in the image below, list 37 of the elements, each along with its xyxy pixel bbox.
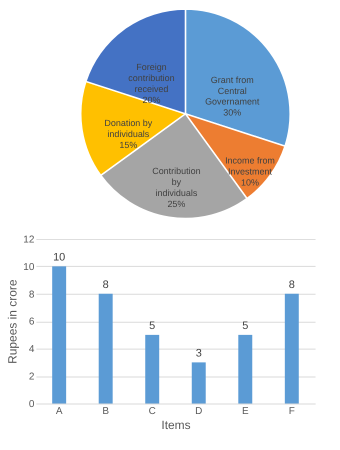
data-label: 10 [53, 251, 66, 264]
bar [52, 266, 66, 404]
data-label: 30% [223, 108, 242, 118]
y-tick-label: 6 [28, 316, 35, 328]
data-label: 5 [242, 320, 248, 332]
y-axis-title: Rupees in crore [5, 279, 20, 364]
data-label: 8 [102, 278, 109, 291]
bar [192, 362, 206, 404]
x-tick-label: E [242, 406, 249, 417]
y-tick-label: 2 [28, 372, 35, 383]
slice-label: Grant from Central Governament [205, 74, 260, 107]
x-tick-label: C [148, 406, 156, 417]
x-axis-title: Items [161, 418, 191, 432]
y-tick-label: 4 [28, 344, 35, 356]
bar [284, 294, 299, 404]
data-label: 25% [167, 198, 186, 209]
x-tick-label: A [56, 406, 63, 417]
data-label: 15% [119, 140, 138, 150]
y-tick-label: 8 [28, 289, 35, 300]
bar [238, 334, 252, 404]
y-tick-label: 0 [28, 398, 35, 410]
data-label: 3 [196, 347, 202, 360]
slice-label: Foreign contribution received [128, 62, 175, 94]
x-tick-label: B [102, 406, 110, 417]
data-label: 8 [288, 278, 295, 291]
data-label: 10% [241, 178, 259, 188]
x-tick-label: D [195, 406, 202, 417]
data-label: 5 [149, 320, 156, 332]
y-tick-label: 12 [23, 234, 35, 246]
bar [98, 294, 113, 404]
slice-label: Contribution by individuals [152, 166, 201, 198]
data-label: 20% [142, 94, 160, 105]
x-tick-label: F [288, 406, 295, 417]
bar [145, 334, 160, 404]
slice-label: Donation by individuals [104, 118, 153, 139]
slice-label: Income from Investment [225, 156, 275, 177]
y-tick-label: 10 [23, 262, 35, 273]
